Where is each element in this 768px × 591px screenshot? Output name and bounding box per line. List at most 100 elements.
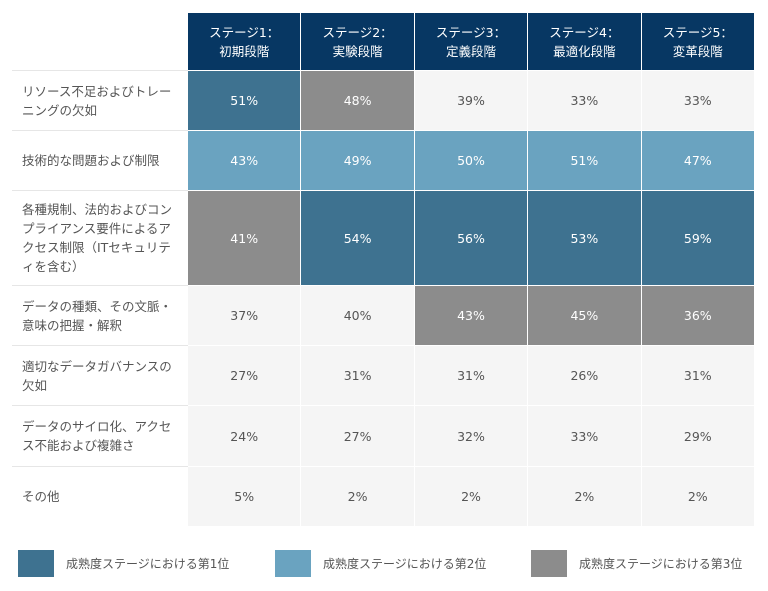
data-cell: 59% bbox=[641, 191, 754, 285]
data-cell: 33% bbox=[641, 71, 754, 130]
data-cell: 32% bbox=[414, 406, 528, 466]
legend-swatch bbox=[531, 550, 567, 577]
cell-value: 31% bbox=[343, 368, 372, 383]
cell-value: 36% bbox=[683, 308, 712, 323]
data-cell: 33% bbox=[528, 71, 641, 130]
column-header-line: ステージ2： bbox=[322, 24, 393, 40]
cell-value: 41% bbox=[230, 230, 259, 246]
cell-value: 50% bbox=[457, 153, 485, 168]
data-cell: 39% bbox=[414, 71, 528, 130]
cell-value: 33% bbox=[570, 428, 599, 444]
column-header-stage-3: ステージ3： 定義段階 bbox=[414, 13, 528, 70]
row-label: その他 bbox=[12, 466, 188, 526]
cell-value: 49% bbox=[343, 153, 372, 168]
data-cell: 27% bbox=[188, 346, 301, 405]
data-cell: 2% bbox=[414, 467, 528, 526]
cell-value: 43% bbox=[230, 153, 259, 168]
cell-value: 37% bbox=[230, 308, 259, 323]
column-header-text: ステージ1： 初期段階 bbox=[209, 23, 279, 61]
data-cell: 43% bbox=[188, 131, 301, 190]
column-header-line: 実験段階 bbox=[332, 43, 383, 59]
cell-value: 56% bbox=[457, 230, 485, 246]
legend-item-rank-2: 成熟度ステージにおける第2位 bbox=[275, 550, 486, 577]
cell-value: 2% bbox=[347, 489, 368, 504]
cell-value: 40% bbox=[343, 308, 372, 323]
cell-value: 51% bbox=[570, 153, 599, 168]
cell-value: 29% bbox=[683, 428, 712, 444]
data-cell: 51% bbox=[188, 71, 301, 130]
data-cell: 31% bbox=[641, 346, 754, 405]
data-cell: 56% bbox=[414, 191, 528, 285]
cell-value: 43% bbox=[457, 308, 485, 323]
column-header-text: ステージ3： 定義段階 bbox=[436, 23, 506, 61]
cell-value: 47% bbox=[683, 153, 712, 168]
data-cell: 54% bbox=[301, 191, 414, 285]
row-label: 適切なデータガバナンスの欠如 bbox=[12, 345, 188, 405]
data-cell: 41% bbox=[188, 191, 301, 285]
column-header-text: ステージ5： 変革段階 bbox=[663, 23, 733, 61]
legend-swatch bbox=[275, 550, 311, 577]
data-cell: 2% bbox=[301, 467, 414, 526]
row-label: リソース不足およびトレーニングの欠如 bbox=[12, 70, 188, 130]
data-cell: 31% bbox=[414, 346, 528, 405]
data-cell: 31% bbox=[301, 346, 414, 405]
column-header-stage-2: ステージ2： 実験段階 bbox=[301, 13, 414, 70]
data-cell: 2% bbox=[641, 467, 754, 526]
cell-value: 59% bbox=[683, 230, 712, 246]
data-cell: 50% bbox=[414, 131, 528, 190]
data-cell: 45% bbox=[528, 286, 641, 345]
column-header-line: ステージ3： bbox=[435, 24, 507, 40]
data-cell: 53% bbox=[528, 191, 641, 285]
cell-value: 31% bbox=[457, 368, 485, 383]
column-header-line: ステージ5： bbox=[662, 24, 733, 40]
data-cell: 33% bbox=[528, 406, 641, 466]
cell-value: 39% bbox=[457, 93, 485, 108]
cell-value: 24% bbox=[230, 428, 259, 444]
column-header-line: ステージ4： bbox=[549, 24, 620, 40]
column-header-text: ステージ4： 最適化段階 bbox=[549, 23, 619, 61]
column-header-stage-5: ステージ5： 変革段階 bbox=[641, 13, 754, 70]
data-cell: 27% bbox=[301, 406, 414, 466]
cell-value: 33% bbox=[570, 93, 599, 108]
legend-swatch bbox=[18, 550, 54, 577]
cell-value: 32% bbox=[457, 428, 485, 444]
cell-value: 33% bbox=[683, 93, 712, 108]
cell-value: 31% bbox=[683, 368, 712, 383]
column-header-line: 最適化段階 bbox=[553, 43, 616, 59]
data-cell: 37% bbox=[188, 286, 301, 345]
cell-value: 48% bbox=[343, 93, 372, 108]
column-header-line: 定義段階 bbox=[445, 43, 496, 59]
data-cell: 47% bbox=[641, 131, 754, 190]
data-cell: 2% bbox=[528, 467, 641, 526]
cell-value: 45% bbox=[570, 308, 599, 323]
cell-value: 54% bbox=[343, 230, 372, 246]
data-cell: 49% bbox=[301, 131, 414, 190]
cell-value: 27% bbox=[230, 368, 259, 383]
column-header-text: ステージ2： 実験段階 bbox=[322, 23, 392, 61]
data-cell: 51% bbox=[528, 131, 641, 190]
legend-label: 成熟度ステージにおける第2位 bbox=[323, 557, 487, 571]
legend-item-rank-1: 成熟度ステージにおける第1位 bbox=[18, 550, 229, 577]
data-cell: 26% bbox=[528, 346, 641, 405]
column-header-stage-4: ステージ4： 最適化段階 bbox=[528, 13, 641, 70]
cell-value: 5% bbox=[234, 489, 255, 504]
data-cell: 29% bbox=[641, 406, 754, 466]
cell-value: 2% bbox=[574, 489, 595, 504]
cell-value: 2% bbox=[687, 489, 708, 504]
column-header-stage-1: ステージ1： 初期段階 bbox=[188, 13, 301, 70]
row-label: 各種規制、法的およびコンプライアンス要件によるアクセス制限（ITセキュリティを含… bbox=[12, 190, 188, 285]
legend-item-rank-3: 成熟度ステージにおける第3位 bbox=[531, 550, 742, 577]
row-label: データのサイロ化、アクセス不能および複雑さ bbox=[12, 405, 188, 466]
cell-value: 2% bbox=[461, 489, 481, 504]
legend-label: 成熟度ステージにおける第1位 bbox=[66, 557, 230, 571]
data-cell: 24% bbox=[188, 406, 301, 466]
data-cell: 40% bbox=[301, 286, 414, 345]
cell-value: 27% bbox=[343, 428, 372, 444]
data-cell: 43% bbox=[414, 286, 528, 345]
data-cell: 5% bbox=[188, 467, 301, 526]
cell-value: 26% bbox=[570, 368, 599, 383]
row-label: データの種類、その文脈・意味の把握・解釈 bbox=[12, 285, 188, 345]
data-cell: 48% bbox=[301, 71, 414, 130]
column-header-line: 初期段階 bbox=[219, 43, 270, 59]
